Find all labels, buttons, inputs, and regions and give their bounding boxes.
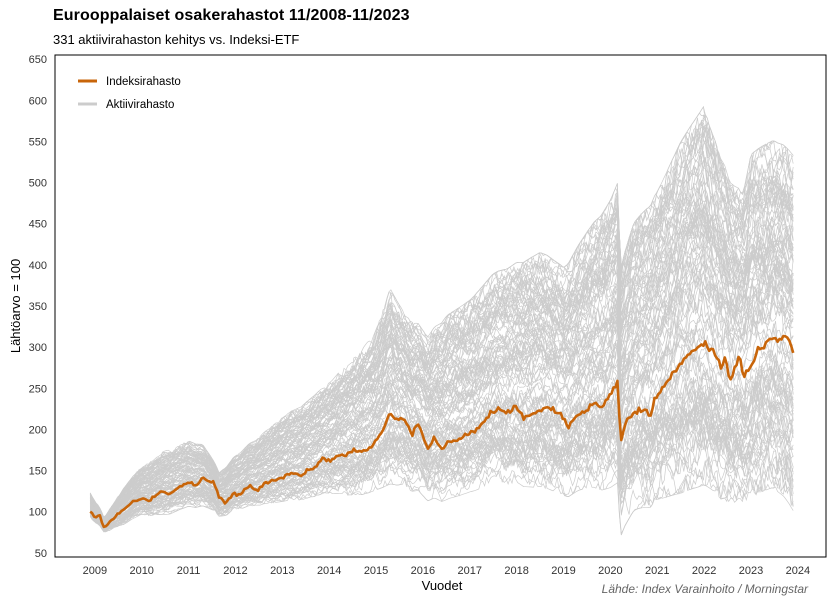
x-tick-label: 2023	[739, 565, 763, 577]
active-fund-line	[89, 150, 794, 520]
active-fund-line	[89, 119, 794, 519]
active-fund-line	[89, 372, 794, 529]
x-axis-title: Vuodet	[422, 578, 463, 593]
y-tick-label: 250	[29, 383, 47, 395]
legend: Indeksirahasto Aktiivirahasto	[78, 76, 181, 111]
legend-label-index: Indeksirahasto	[106, 76, 181, 88]
x-tick-label: 2016	[411, 565, 435, 577]
y-tick-label: 200	[29, 424, 47, 436]
y-axis-title: Lähtöarvo = 100	[8, 259, 23, 353]
active-fund-line	[89, 125, 794, 519]
active-fund-line	[89, 197, 794, 522]
y-tick-label: 400	[29, 260, 47, 272]
y-tick-label: 350	[29, 301, 47, 313]
active-fund-line	[89, 206, 794, 521]
x-tick-label: 2013	[270, 565, 294, 577]
plot-frame	[54, 54, 827, 558]
active-fund-line	[89, 384, 794, 532]
x-tick-label: 2009	[83, 565, 107, 577]
x-tick-label: 2010	[129, 565, 153, 577]
active-fund-line	[89, 383, 794, 532]
active-fund-line	[89, 193, 794, 522]
y-axis: 50 100 150 200 250 300 350 400 450 500 550 600 650	[29, 54, 47, 560]
active-fund-line	[89, 399, 794, 529]
y-tick-label: 650	[29, 54, 47, 66]
active-fund-lines	[89, 105, 794, 536]
active-fund-line	[89, 374, 794, 529]
x-tick-label: 2020	[598, 565, 622, 577]
x-tick-label: 2024	[786, 565, 810, 577]
x-tick-label: 2014	[317, 565, 341, 577]
active-fund-line	[89, 385, 794, 528]
chart-subtitle: 331 aktiivirahaston kehitys vs. Indeksi-…	[53, 32, 300, 47]
y-tick-label: 300	[29, 342, 47, 354]
x-tick-label: 2022	[692, 565, 716, 577]
y-tick-label: 100	[29, 507, 47, 519]
active-fund-line	[89, 270, 794, 526]
x-tick-label: 2015	[364, 565, 388, 577]
legend-label-active: Aktiivirahasto	[106, 99, 174, 111]
y-tick-label: 150	[29, 466, 47, 478]
active-fund-line	[89, 367, 794, 528]
y-tick-label: 50	[35, 548, 47, 560]
x-tick-label: 2019	[551, 565, 575, 577]
active-fund-line	[89, 245, 794, 524]
chart-title: Eurooppalaiset osakerahastot 11/2008-11/…	[53, 7, 410, 24]
y-tick-label: 600	[29, 95, 47, 107]
x-tick-label: 2012	[223, 565, 247, 577]
active-fund-line	[89, 266, 794, 526]
active-fund-line	[90, 462, 794, 536]
y-tick-label: 450	[29, 219, 47, 231]
y-tick-label: 550	[29, 136, 47, 148]
x-axis: 2009 2010 2011 2012 2013 2014 2015 2016 2017 2018…	[83, 565, 811, 577]
index-fund-line-group	[89, 334, 795, 529]
x-tick-label: 2011	[177, 565, 201, 577]
index-fund-line	[89, 334, 795, 529]
x-tick-label: 2018	[504, 565, 528, 577]
source-note: Lähde: Index Varainhoito / Morningstar	[602, 582, 809, 596]
y-tick-label: 500	[29, 178, 47, 190]
active-fund-line	[89, 208, 794, 524]
x-tick-label: 2017	[458, 565, 482, 577]
active-fund-line	[89, 112, 794, 518]
x-tick-label: 2021	[645, 565, 669, 577]
active-fund-line	[89, 390, 794, 530]
